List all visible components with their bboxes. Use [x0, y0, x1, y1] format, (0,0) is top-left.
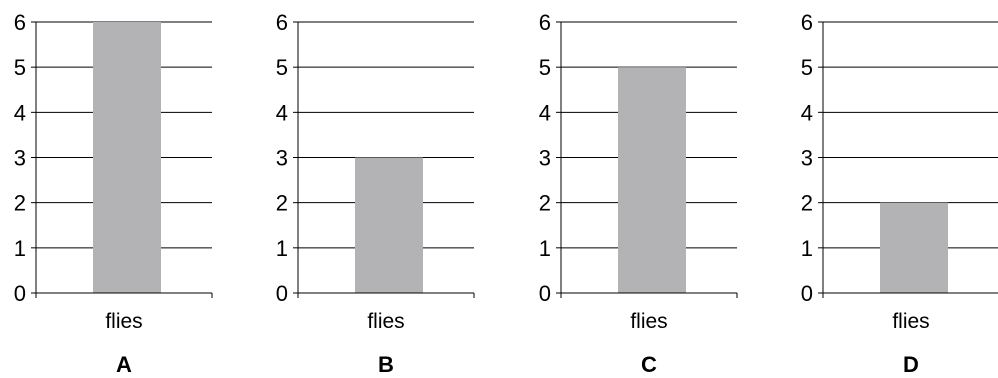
bar-flies — [618, 67, 686, 294]
y-tick-label: 6 — [801, 10, 813, 35]
y-tick-label: 6 — [14, 10, 26, 35]
y-tick-label: 1 — [539, 236, 551, 261]
y-tick-label: 0 — [801, 281, 813, 306]
bar-flies — [355, 157, 423, 293]
x-category-label: flies — [892, 310, 929, 333]
y-tick-label: 6 — [276, 10, 288, 35]
chart-panel-b: 0 1 2 3 4 5 6 flies B — [276, 10, 475, 377]
y-tick-label: 1 — [276, 236, 288, 261]
y-tick-label: 4 — [276, 100, 288, 125]
y-tick-label: 2 — [14, 191, 26, 216]
x-category-label: flies — [630, 310, 667, 333]
x-category-label: flies — [367, 310, 404, 333]
y-tick-label: 5 — [14, 55, 26, 80]
y-tick-label: 2 — [539, 191, 551, 216]
y-tick-label: 4 — [14, 100, 26, 125]
bar-flies — [93, 22, 161, 293]
y-tick-label: 4 — [539, 100, 551, 125]
y-tick-label: 3 — [539, 146, 551, 171]
y-tick-label: 3 — [801, 146, 813, 171]
y-tick-label: 5 — [539, 55, 551, 80]
y-tick-label: 5 — [801, 55, 813, 80]
bar-flies — [880, 202, 948, 293]
chart-panel-a: 0 1 2 3 4 5 6 flies A — [14, 10, 213, 377]
x-category-label: flies — [105, 310, 142, 333]
y-tick-label: 6 — [539, 10, 551, 35]
panel-label: B — [378, 352, 394, 377]
y-tick-label: 3 — [276, 146, 288, 171]
chart-panel-d: 0 1 2 3 4 5 6 flies D — [801, 10, 998, 377]
y-tick-label: 0 — [276, 281, 288, 306]
y-tick-label: 3 — [14, 146, 26, 171]
y-tick-label: 1 — [801, 236, 813, 261]
y-tick-label: 5 — [276, 55, 288, 80]
panel-label: D — [903, 352, 919, 377]
chart-panel-c: 0 1 2 3 4 5 6 flies C — [539, 10, 738, 377]
panel-label: C — [641, 352, 657, 377]
y-tick-label: 0 — [539, 281, 551, 306]
y-tick-label: 4 — [801, 100, 813, 125]
y-tick-label: 0 — [14, 281, 26, 306]
panel-label: A — [116, 352, 132, 377]
y-tick-label: 2 — [801, 191, 813, 216]
y-tick-label: 2 — [276, 191, 288, 216]
y-tick-label: 1 — [14, 236, 26, 261]
